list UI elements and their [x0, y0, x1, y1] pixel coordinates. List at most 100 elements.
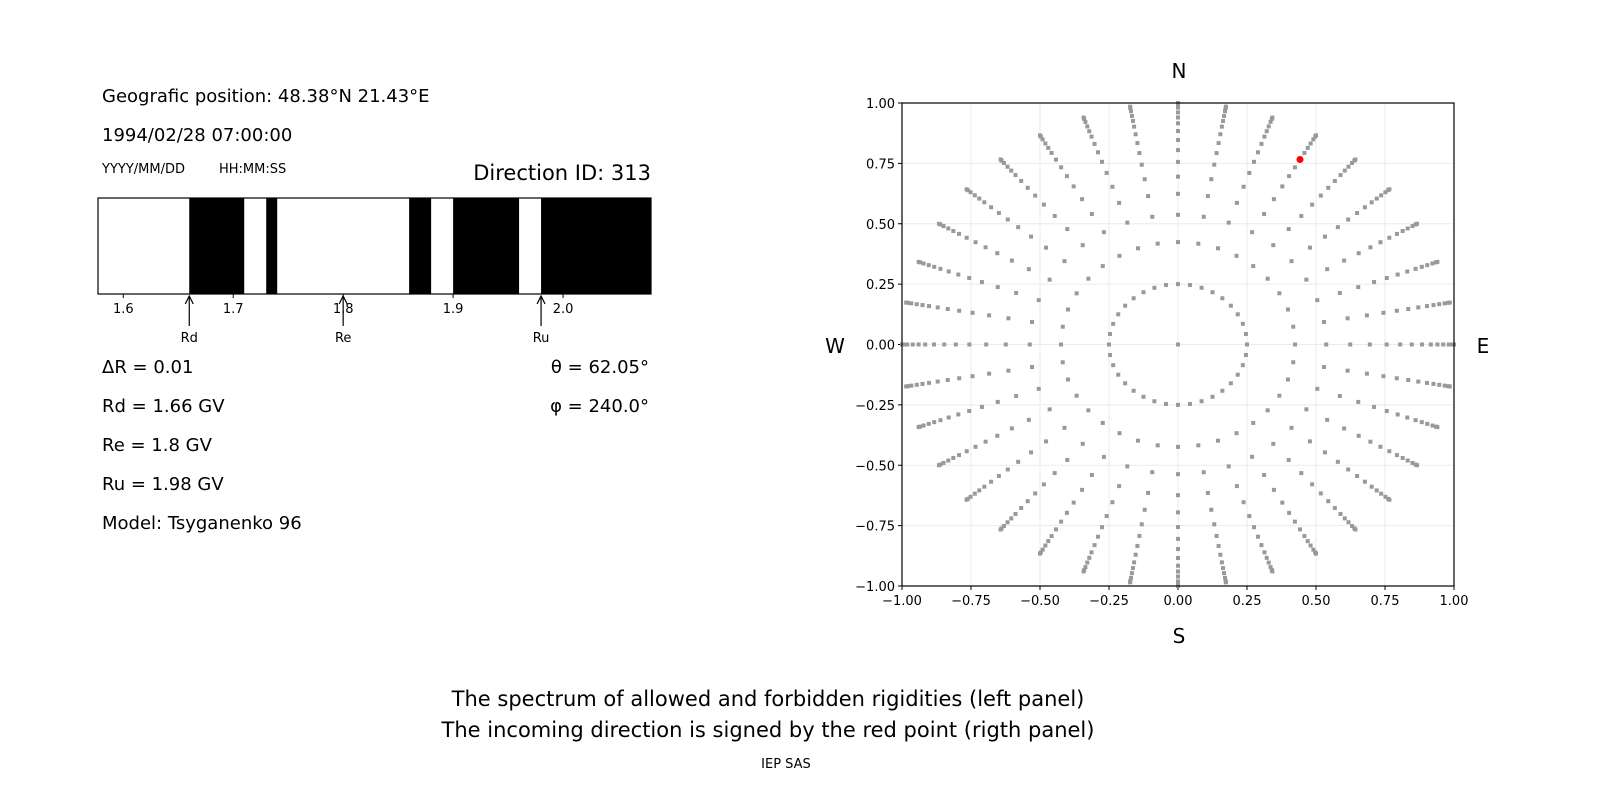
direction-point: [1086, 408, 1091, 413]
direction-point: [1311, 547, 1316, 552]
direction-point: [921, 261, 926, 266]
direction-point: [1308, 141, 1313, 146]
direction-point: [957, 376, 962, 381]
rd-value: Rd = 1.66 GV: [102, 396, 225, 417]
y-tick-label: 0.25: [866, 278, 895, 293]
delta-r: ΔR = 0.01: [102, 357, 193, 378]
forbidden-band: [266, 198, 278, 294]
direction-point: [1435, 425, 1440, 430]
direction-point: [1065, 457, 1070, 462]
direction-point: [1176, 282, 1180, 287]
direction-point: [1216, 438, 1221, 443]
direction-point: [1155, 241, 1160, 246]
direction-point: [1086, 276, 1091, 281]
direction-point: [1176, 110, 1180, 115]
forbidden-band: [409, 198, 432, 294]
direction-point: [1387, 449, 1392, 454]
direction-point: [1009, 516, 1014, 521]
direction-point: [1176, 191, 1180, 196]
direction-point: [1430, 261, 1435, 266]
direction-point: [1219, 124, 1224, 129]
direction-point: [1264, 129, 1269, 134]
direction-point: [1302, 150, 1307, 155]
direction-point: [1065, 227, 1070, 232]
direction-point: [1346, 467, 1351, 472]
y-tick-label: 0.50: [866, 218, 895, 233]
direction-point: [1345, 368, 1350, 373]
direction-point: [1216, 246, 1221, 251]
direction-point: [1437, 302, 1442, 307]
direction-point: [1125, 464, 1130, 469]
direction-point: [1132, 560, 1137, 565]
direction-point: [1292, 165, 1297, 170]
x-tick-label: −0.50: [1020, 594, 1060, 609]
caption-line-2: The incoming direction is signed by the …: [441, 718, 1095, 742]
direction-point: [1387, 497, 1392, 502]
direction-point: [1364, 313, 1369, 318]
direction-point: [1342, 516, 1347, 521]
direction-point: [1064, 174, 1069, 179]
direction-point: [1176, 342, 1180, 347]
direction-point: [1092, 543, 1097, 548]
direction-point: [909, 383, 914, 388]
direction-point: [1325, 417, 1330, 422]
direction-point: [1083, 565, 1088, 570]
direction-point: [967, 276, 972, 281]
direction-point: [1251, 264, 1256, 269]
direction-point: [1262, 211, 1267, 216]
direction-point: [1164, 283, 1169, 288]
direction-point: [1381, 310, 1386, 315]
x-tick-label: −0.25: [1089, 594, 1129, 609]
direction-point: [1369, 200, 1374, 205]
direction-point: [1107, 342, 1111, 347]
direction-point: [1101, 230, 1106, 235]
direction-point: [916, 342, 921, 347]
direction-point: [1117, 484, 1122, 489]
geographic-position: Geografic position: 48.38°N 21.43°E: [102, 86, 430, 107]
direction-point: [936, 463, 941, 468]
direction-point: [1241, 500, 1246, 505]
direction-point: [1013, 511, 1018, 516]
direction-point: [1287, 510, 1292, 515]
y-tick-label: 0.00: [866, 339, 895, 354]
compass-north: N: [1172, 59, 1187, 83]
marker-label: Ru: [533, 331, 550, 346]
direction-point: [946, 415, 951, 420]
direction-point: [1337, 394, 1342, 399]
direction-point: [1419, 264, 1424, 269]
direction-point: [1049, 150, 1054, 155]
direction-point: [1135, 246, 1140, 251]
direction-point: [1176, 402, 1180, 407]
direction-point: [914, 382, 919, 387]
direction-point: [1241, 184, 1246, 189]
direction-point: [1299, 213, 1304, 218]
direction-point: [921, 423, 926, 428]
direction-point: [977, 488, 982, 493]
direction-point: [1176, 563, 1180, 568]
direction-point: [1141, 394, 1146, 399]
direction-point: [1221, 118, 1226, 123]
direction-point: [1266, 124, 1271, 129]
direction-point: [1368, 439, 1373, 444]
theta-value: θ = 62.05°: [551, 357, 649, 378]
direction-point: [1395, 272, 1400, 277]
direction-point: [1234, 484, 1239, 489]
direction-point: [995, 251, 1000, 256]
direction-point: [1080, 487, 1085, 492]
direction-point: [1419, 342, 1424, 347]
direction-point: [1264, 555, 1269, 560]
direction-point: [1378, 444, 1383, 449]
direction-point: [1059, 519, 1064, 524]
direction-point: [1043, 141, 1048, 146]
direction-point: [1047, 277, 1052, 282]
direction-point: [996, 473, 1001, 478]
y-tick-label: −0.25: [855, 399, 895, 414]
direction-point: [956, 412, 961, 417]
direction-point: [1043, 543, 1048, 548]
direction-point: [1304, 277, 1309, 282]
direction-point: [987, 313, 992, 318]
direction-point: [1332, 178, 1337, 183]
direction-point: [1415, 463, 1420, 468]
direction-point: [1005, 217, 1010, 222]
direction-point: [1176, 574, 1180, 579]
